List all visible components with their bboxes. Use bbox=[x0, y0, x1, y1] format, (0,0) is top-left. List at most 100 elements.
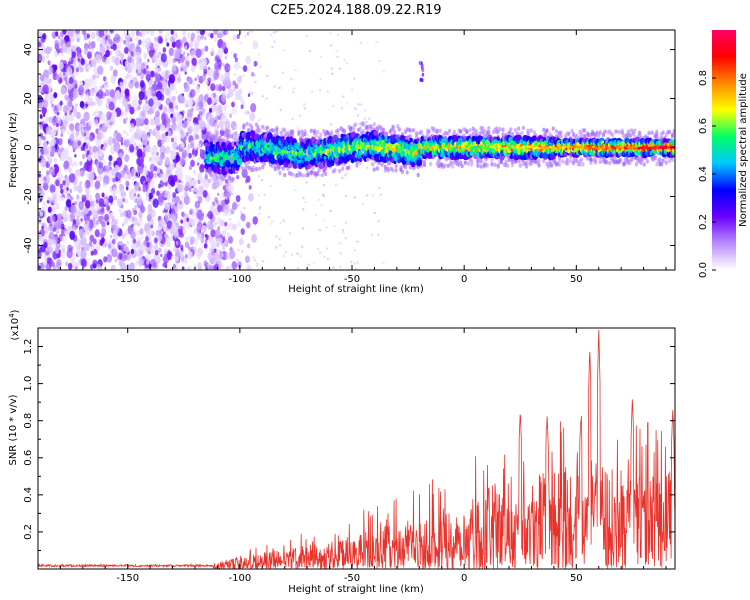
signal-halo bbox=[382, 127, 386, 133]
noise-speckle bbox=[61, 128, 65, 134]
noise-speckle bbox=[69, 123, 75, 131]
noise-speckle bbox=[39, 211, 44, 217]
noise-speckle bbox=[64, 205, 68, 212]
noise-speckle bbox=[52, 191, 55, 196]
signal-halo bbox=[661, 158, 665, 163]
signal-halo bbox=[487, 126, 491, 131]
noise-speckle bbox=[359, 41, 363, 44]
noise-speckle bbox=[175, 39, 181, 49]
noise-speckle bbox=[124, 60, 129, 67]
noise-speckle bbox=[182, 228, 187, 235]
noise-speckle bbox=[247, 243, 251, 249]
noise-speckle bbox=[184, 83, 190, 93]
noise-speckle bbox=[135, 35, 139, 42]
noise-speckle bbox=[92, 145, 98, 153]
noise-speckle bbox=[130, 230, 136, 239]
noise-speckle bbox=[279, 108, 282, 112]
noise-speckle bbox=[106, 83, 109, 88]
noise-speckle bbox=[187, 245, 191, 251]
signal-halo bbox=[490, 162, 494, 167]
signal-halo bbox=[579, 132, 584, 137]
signal-halo bbox=[394, 163, 398, 169]
noise-speckle bbox=[89, 264, 94, 270]
signal-halo bbox=[458, 129, 463, 134]
noise-speckle bbox=[75, 67, 79, 73]
noise-speckle bbox=[364, 109, 367, 112]
noise-speckle bbox=[145, 88, 152, 98]
noise-speckle bbox=[247, 93, 251, 97]
noise-speckle bbox=[145, 30, 150, 35]
noise-speckle bbox=[122, 189, 125, 193]
noise-speckle bbox=[292, 87, 296, 90]
noise-speckle bbox=[68, 57, 72, 61]
noise-speckle bbox=[305, 34, 308, 38]
noise-speckle bbox=[67, 166, 72, 174]
signal-halo bbox=[393, 129, 397, 135]
noise-speckle bbox=[182, 51, 186, 56]
noise-speckle bbox=[187, 93, 191, 98]
noise-speckle bbox=[207, 86, 210, 91]
noise-speckle bbox=[38, 197, 41, 204]
noise-speckle bbox=[257, 53, 261, 56]
noise-speckle bbox=[229, 217, 232, 221]
noise-speckle bbox=[167, 69, 172, 75]
noise-speckle bbox=[171, 123, 176, 130]
noise-speckle bbox=[350, 88, 354, 91]
noise-speckle bbox=[119, 81, 124, 89]
noise-speckle bbox=[149, 163, 156, 173]
signal-halo bbox=[375, 166, 379, 171]
noise-speckle bbox=[138, 31, 143, 37]
noise-speckle bbox=[92, 263, 97, 269]
signal-halo bbox=[236, 174, 240, 180]
noise-speckle bbox=[113, 225, 120, 234]
noise-speckle bbox=[134, 198, 137, 203]
noise-speckle bbox=[136, 43, 140, 50]
noise-speckle bbox=[240, 228, 245, 235]
noise-speckle bbox=[79, 161, 83, 166]
noise-speckle bbox=[66, 49, 70, 54]
noise-speckle bbox=[148, 192, 153, 200]
noise-speckle bbox=[90, 31, 96, 40]
noise-speckle bbox=[196, 232, 202, 241]
noise-speckle bbox=[69, 134, 75, 143]
noise-speckle bbox=[135, 117, 142, 127]
noise-speckle bbox=[195, 226, 200, 233]
noise-speckle bbox=[246, 221, 251, 229]
noise-speckle bbox=[187, 31, 192, 39]
noise-speckle bbox=[204, 238, 208, 244]
noise-speckle bbox=[98, 149, 103, 157]
noise-speckle bbox=[224, 127, 231, 137]
signal-halo bbox=[589, 156, 593, 162]
noise-speckle bbox=[136, 65, 142, 74]
noise-speckle bbox=[202, 190, 208, 198]
noise-speckle bbox=[114, 164, 120, 172]
noise-speckle bbox=[82, 166, 87, 172]
noise-speckle bbox=[134, 81, 140, 89]
noise-speckle bbox=[228, 213, 232, 217]
noise-speckle bbox=[169, 82, 176, 92]
noise-speckle bbox=[38, 265, 41, 269]
noise-speckle bbox=[307, 134, 310, 137]
noise-speckle bbox=[97, 65, 104, 76]
noise-speckle bbox=[118, 252, 123, 260]
signal-cell bbox=[281, 136, 285, 141]
noise-speckle bbox=[170, 36, 175, 44]
noise-speckle bbox=[38, 173, 41, 178]
signal-halo bbox=[545, 128, 549, 133]
noise-speckle bbox=[94, 180, 101, 189]
noise-speckle bbox=[366, 166, 369, 170]
signal-halo bbox=[460, 163, 464, 169]
noise-speckle bbox=[271, 46, 274, 49]
noise-speckle bbox=[326, 90, 329, 93]
noise-speckle bbox=[115, 91, 121, 100]
noise-speckle bbox=[226, 232, 231, 238]
noise-speckle bbox=[164, 211, 171, 222]
noise-speckle bbox=[139, 157, 144, 164]
noise-speckle bbox=[170, 137, 175, 143]
noise-speckle bbox=[182, 120, 188, 129]
signal-halo bbox=[664, 160, 668, 165]
noise-speckle bbox=[345, 102, 349, 105]
noise-speckle bbox=[170, 30, 174, 35]
noise-speckle bbox=[213, 248, 217, 253]
noise-speckle bbox=[82, 153, 86, 160]
